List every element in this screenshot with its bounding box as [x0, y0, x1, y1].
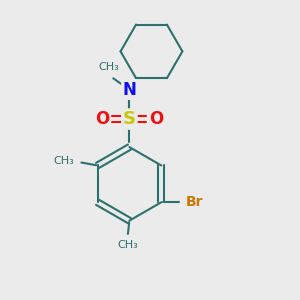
Text: CH₃: CH₃ — [118, 240, 138, 250]
Text: CH₃: CH₃ — [53, 156, 74, 166]
Text: S: S — [123, 110, 136, 128]
Text: CH₃: CH₃ — [98, 62, 119, 72]
Text: O: O — [149, 110, 163, 128]
Text: N: N — [122, 81, 136, 99]
Text: O: O — [95, 110, 110, 128]
Text: Br: Br — [186, 195, 203, 209]
